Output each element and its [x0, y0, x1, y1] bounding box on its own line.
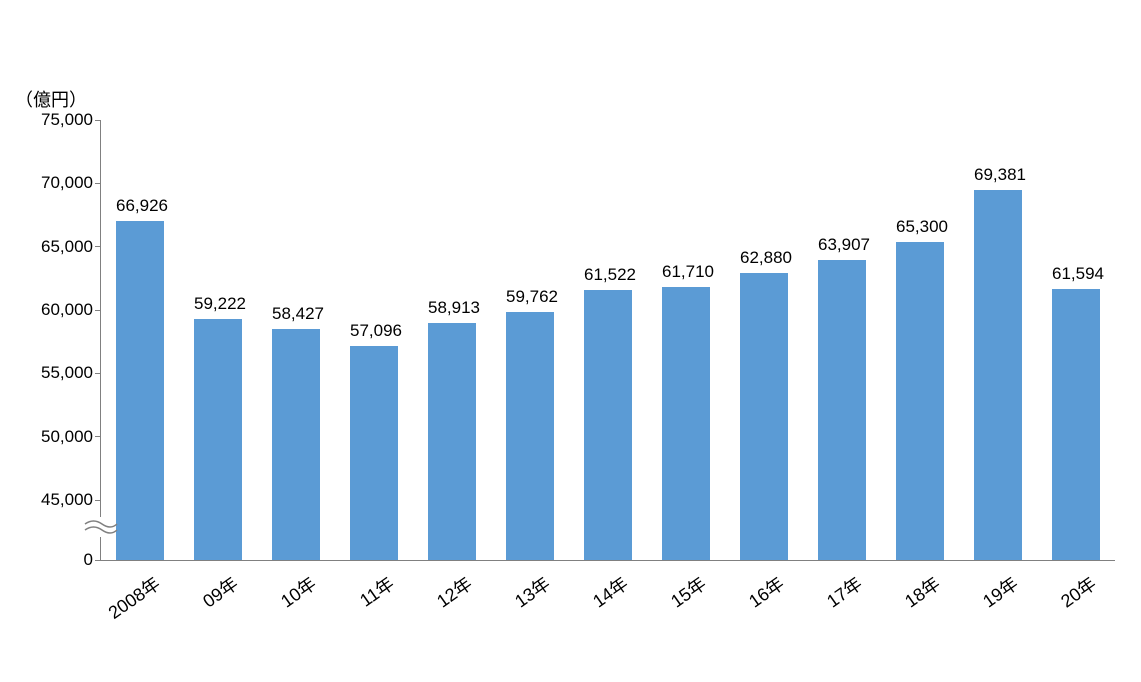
y-tick-mark	[95, 310, 101, 311]
bar-value-label: 58,913	[428, 298, 476, 318]
bar-value-label: 59,222	[194, 294, 242, 314]
bar-value-label: 66,926	[116, 196, 164, 216]
x-tick-label: 12年	[388, 570, 477, 643]
bar: 62,880	[740, 273, 788, 560]
x-tick-label: 10年	[232, 570, 321, 643]
y-tick-mark	[95, 500, 101, 501]
bar: 59,222	[194, 319, 242, 560]
y-tick-mark	[95, 246, 101, 247]
bar: 69,381	[974, 190, 1022, 560]
y-tick-mark	[95, 436, 101, 437]
x-tick-label: 17年	[778, 570, 867, 643]
y-tick-label: 60,000	[41, 300, 93, 320]
y-tick-mark	[95, 183, 101, 184]
y-tick-label: 70,000	[41, 173, 93, 193]
bar-value-label: 58,427	[272, 304, 320, 324]
y-axis-unit-label: （億円）	[15, 86, 87, 112]
x-tick-label: 09年	[154, 570, 243, 643]
y-tick-label: 75,000	[41, 110, 93, 130]
y-tick-label: 0	[84, 550, 93, 570]
y-tick-mark	[95, 373, 101, 374]
x-tick-label: 13年	[466, 570, 555, 643]
y-tick-mark	[95, 560, 101, 561]
x-tick-label: 15年	[622, 570, 711, 643]
bar-value-label: 63,907	[818, 235, 866, 255]
bar-value-label: 69,381	[974, 165, 1022, 185]
axis-break-icon	[84, 517, 118, 537]
bar: 61,522	[584, 290, 632, 560]
bar: 58,427	[272, 329, 320, 560]
y-tick-label: 55,000	[41, 363, 93, 383]
bar-value-label: 61,522	[584, 265, 632, 285]
x-tick-label: 2008年	[76, 570, 165, 643]
bar-value-label: 61,594	[1052, 264, 1100, 284]
x-tick-label: 14年	[544, 570, 633, 643]
bar-chart: （億円） 045,00050,00055,00060,00065,00070,0…	[0, 0, 1141, 682]
y-tick-label: 65,000	[41, 237, 93, 257]
x-tick-label: 20年	[1012, 570, 1101, 643]
x-tick-label: 19年	[934, 570, 1023, 643]
bar: 57,096	[350, 346, 398, 560]
bar-value-label: 62,880	[740, 248, 788, 268]
bar: 61,710	[662, 287, 710, 560]
y-tick-label: 50,000	[41, 427, 93, 447]
plot-area: 045,00050,00055,00060,00065,00070,00075,…	[100, 120, 1115, 561]
bar: 63,907	[818, 260, 866, 560]
bar: 59,762	[506, 312, 554, 560]
y-tick-label: 45,000	[41, 490, 93, 510]
bar-value-label: 57,096	[350, 321, 398, 341]
bar: 65,300	[896, 242, 944, 560]
bar: 61,594	[1052, 289, 1100, 560]
x-tick-label: 16年	[700, 570, 789, 643]
x-tick-label: 11年	[310, 570, 399, 643]
bar-value-label: 61,710	[662, 262, 710, 282]
y-tick-mark	[95, 120, 101, 121]
bar-value-label: 59,762	[506, 287, 554, 307]
bar-value-label: 65,300	[896, 217, 944, 237]
x-tick-label: 18年	[856, 570, 945, 643]
bar: 58,913	[428, 323, 476, 560]
bar: 66,926	[116, 221, 164, 560]
